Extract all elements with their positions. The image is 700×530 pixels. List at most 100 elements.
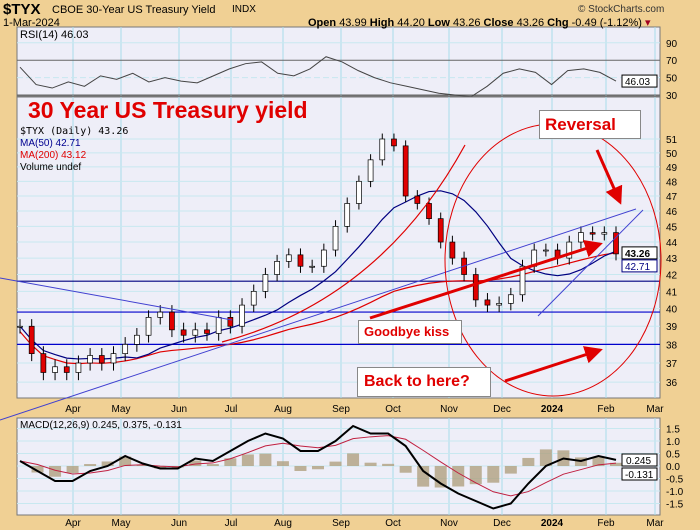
candle [344, 203, 351, 227]
candle [589, 232, 596, 235]
candle [578, 232, 584, 243]
x-tick-label: 2024 [541, 404, 564, 415]
channel-line [537, 209, 644, 317]
ma50-value-label: 42.71 [625, 262, 650, 273]
symbol: $TYX [3, 1, 41, 18]
macd-tick-label: 1.0 [666, 437, 680, 448]
macd-x-tick-label: Feb [597, 518, 615, 529]
candle [356, 180, 362, 204]
candle [437, 218, 444, 243]
exchange: INDX [232, 4, 256, 15]
macd-line [19, 424, 617, 510]
macd-tick-label: -1.5 [666, 500, 684, 511]
candle [262, 274, 269, 292]
macd-histogram-bar [136, 464, 149, 466]
x-tick-label: Dec [493, 404, 511, 415]
macd-x-tick-label: Mar [646, 518, 664, 529]
rsi-panel [16, 26, 661, 97]
candle [192, 329, 199, 336]
macd-histogram-bar [312, 466, 324, 470]
rsi-tick-label: 70 [666, 56, 678, 67]
macd-histogram-bar [294, 466, 307, 472]
macd-histogram-bar [276, 461, 289, 466]
x-tick-label: Jul [225, 404, 238, 415]
candle [17, 325, 23, 328]
candle [157, 311, 164, 318]
close-value-label: 43.26 [625, 249, 650, 260]
candle [297, 254, 304, 267]
macd-histogram-bar [84, 464, 97, 466]
candle [391, 138, 397, 147]
x-tick-label: Sep [332, 404, 350, 415]
candle [543, 249, 549, 252]
ma50-value-box [621, 259, 658, 273]
macd-histogram-bar [469, 466, 482, 485]
macd-histogram-bar [259, 453, 272, 466]
candle [484, 299, 491, 306]
candle [601, 232, 608, 235]
ohlc-readout: Open 43.99 High 44.20 Low 43.26 Close 43… [308, 17, 651, 29]
macd-signal-line [19, 435, 617, 497]
x-tick-label: May [112, 404, 131, 415]
price-tick-label: 40 [666, 305, 678, 316]
macd-histogram-bar [399, 466, 412, 473]
x-tick-label: Aug [274, 404, 292, 415]
price-tick-label: 44 [666, 238, 678, 249]
x-tick-label: Apr [65, 404, 81, 415]
price-tick-label: 47 [666, 192, 678, 203]
macd-tick-label: -0.5 [666, 475, 684, 486]
candle [215, 317, 222, 334]
macd-histogram-bar [154, 466, 167, 469]
macd-hist-value-label: -0.131 [625, 470, 654, 481]
annotation-title: 30 Year US Treasury yield [28, 97, 308, 123]
candle [414, 195, 421, 204]
price-tick-label: 41 [666, 287, 678, 298]
price-tick-label: 42 [666, 271, 678, 282]
candle [204, 329, 210, 334]
candle [613, 232, 619, 255]
candle [110, 353, 117, 364]
rsi-legend: RSI(14) 46.03 [20, 29, 89, 41]
macd-histogram-bar [329, 461, 342, 466]
candle [134, 334, 140, 345]
candle [40, 353, 47, 373]
candle [507, 294, 514, 304]
price-tick-label: 45 [666, 222, 678, 233]
rsi-tick-label: 90 [666, 39, 678, 50]
price-tick-label: 38 [666, 340, 678, 351]
candle [285, 254, 292, 262]
macd-histogram-bar [382, 463, 395, 466]
ma200-line [19, 252, 617, 365]
candle [87, 355, 93, 364]
candle [180, 329, 187, 336]
candle [367, 159, 374, 182]
candle [169, 311, 175, 331]
macd-value-box [621, 453, 658, 467]
candle [98, 355, 105, 364]
annotation-goodbye-kiss: Goodbye kiss [358, 320, 462, 344]
macd-histogram-bar [347, 453, 360, 466]
candle [379, 138, 386, 161]
macd-x-tick-label: 2024 [541, 518, 564, 529]
macd-histogram-bar [66, 466, 79, 473]
macd-hist-value-box [621, 467, 658, 481]
price-tick-label: 36 [666, 378, 678, 389]
candle [75, 362, 82, 373]
macd-tick-label: 0.5 [666, 450, 680, 461]
candle [402, 145, 409, 197]
symbol-name: CBOE 30-Year US Treasury Yield [52, 4, 216, 16]
macd-histogram-bar [49, 466, 62, 477]
rsi-tick-label: 30 [666, 91, 678, 102]
x-tick-label: Mar [646, 404, 664, 415]
macd-histogram-bar [592, 457, 605, 466]
macd-tick-label: 1.5 [666, 425, 680, 436]
price-tick-label: 49 [666, 163, 678, 174]
macd-histogram-bar [417, 466, 430, 487]
price-tick-label: 37 [666, 359, 678, 370]
price-tick-label: 46 [666, 207, 678, 218]
annotation-arrow [504, 346, 603, 383]
price-tick-label: 50 [666, 149, 678, 160]
macd-x-tick-label: Dec [493, 518, 511, 529]
